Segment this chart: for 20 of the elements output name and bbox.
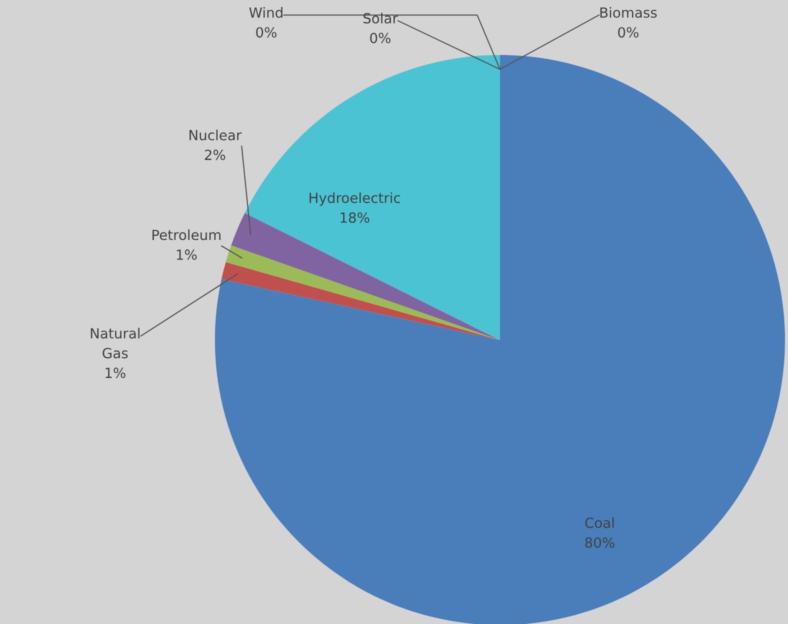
category-label: Biomass xyxy=(600,7,657,18)
pie-slice xyxy=(231,213,500,340)
text: 0% xyxy=(256,27,276,38)
pie-slice xyxy=(222,262,500,340)
pie-slice xyxy=(226,245,500,340)
text: 0% xyxy=(370,32,390,44)
data-label: 18% xyxy=(340,212,370,223)
slice-label: Hydroelectric xyxy=(310,192,400,206)
category-label: Wind xyxy=(249,7,282,18)
data-label: 2% xyxy=(204,150,226,160)
slice-label: Petroleum xyxy=(152,229,220,240)
text: 0% xyxy=(618,27,638,38)
pie-slice xyxy=(244,55,500,340)
category-label: Solar xyxy=(363,12,398,24)
data-label: 80% xyxy=(585,537,614,548)
slice-label: Natural Gas xyxy=(90,328,140,358)
slice-label: Nuclear xyxy=(190,130,242,140)
slice-label: Coal xyxy=(585,517,614,528)
data-label: 1% xyxy=(106,368,126,378)
data-label: 1% xyxy=(176,249,197,260)
